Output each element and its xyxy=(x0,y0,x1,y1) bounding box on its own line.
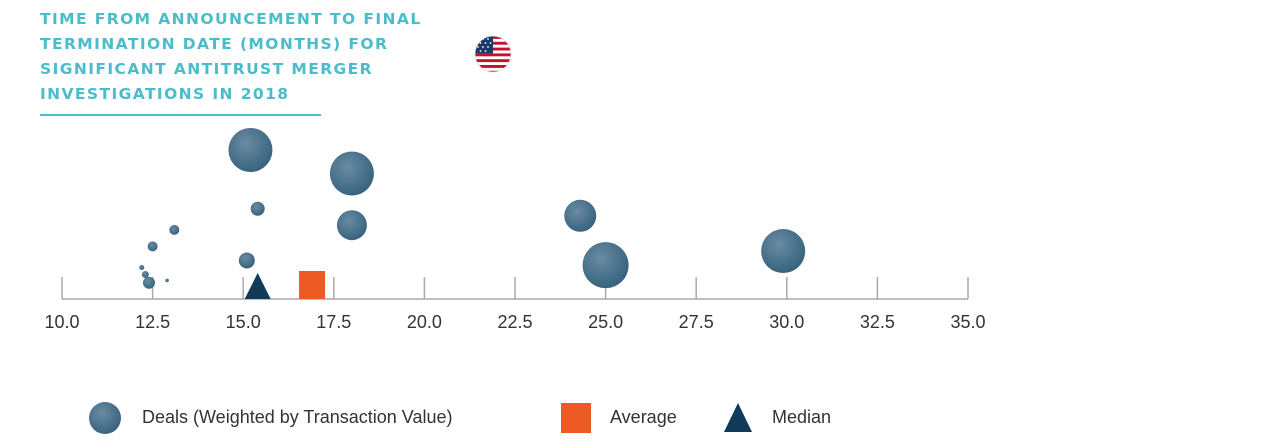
deal-bubble xyxy=(147,241,158,252)
x-tick-label: 32.5 xyxy=(860,312,895,332)
x-tick-label: 22.5 xyxy=(497,312,532,332)
deal-bubble xyxy=(582,242,629,289)
x-tick-label: 10.0 xyxy=(44,312,79,332)
legend-median-label: Median xyxy=(772,407,832,427)
deal-bubble xyxy=(228,128,273,172)
deal-bubble xyxy=(142,276,155,289)
deal-bubble xyxy=(141,271,149,279)
deal-bubble xyxy=(165,278,169,283)
legend-deal-swatch xyxy=(89,402,121,434)
legend-average-swatch xyxy=(561,403,591,433)
median-marker xyxy=(244,273,271,299)
title-underline xyxy=(40,114,321,116)
x-tick-label: 20.0 xyxy=(407,312,442,332)
deal-bubble xyxy=(169,224,180,235)
x-tick-label: 12.5 xyxy=(135,312,170,332)
deal-bubble xyxy=(329,151,374,196)
legend-deals-label: Deals (Weighted by Transaction Value) xyxy=(142,407,453,427)
average-marker xyxy=(299,271,326,299)
legend-average-label: Average xyxy=(610,407,677,427)
deal-bubble xyxy=(139,265,145,270)
deal-bubble xyxy=(250,201,265,216)
legend-median-swatch xyxy=(724,403,752,432)
us-flag-icon xyxy=(474,35,512,73)
x-tick-label: 27.5 xyxy=(679,312,714,332)
x-tick-label: 17.5 xyxy=(316,312,351,332)
deal-bubble xyxy=(238,252,255,269)
deal-bubble xyxy=(761,229,806,274)
deal-bubble xyxy=(564,199,597,232)
x-tick-label: 25.0 xyxy=(588,312,623,332)
x-tick-label: 15.0 xyxy=(226,312,261,332)
deal-bubble xyxy=(336,210,367,241)
x-tick-label: 35.0 xyxy=(950,312,985,332)
x-tick-label: 30.0 xyxy=(769,312,804,332)
chart-title: TIME FROM ANNOUNCEMENT TO FINAL TERMINAT… xyxy=(40,10,422,103)
